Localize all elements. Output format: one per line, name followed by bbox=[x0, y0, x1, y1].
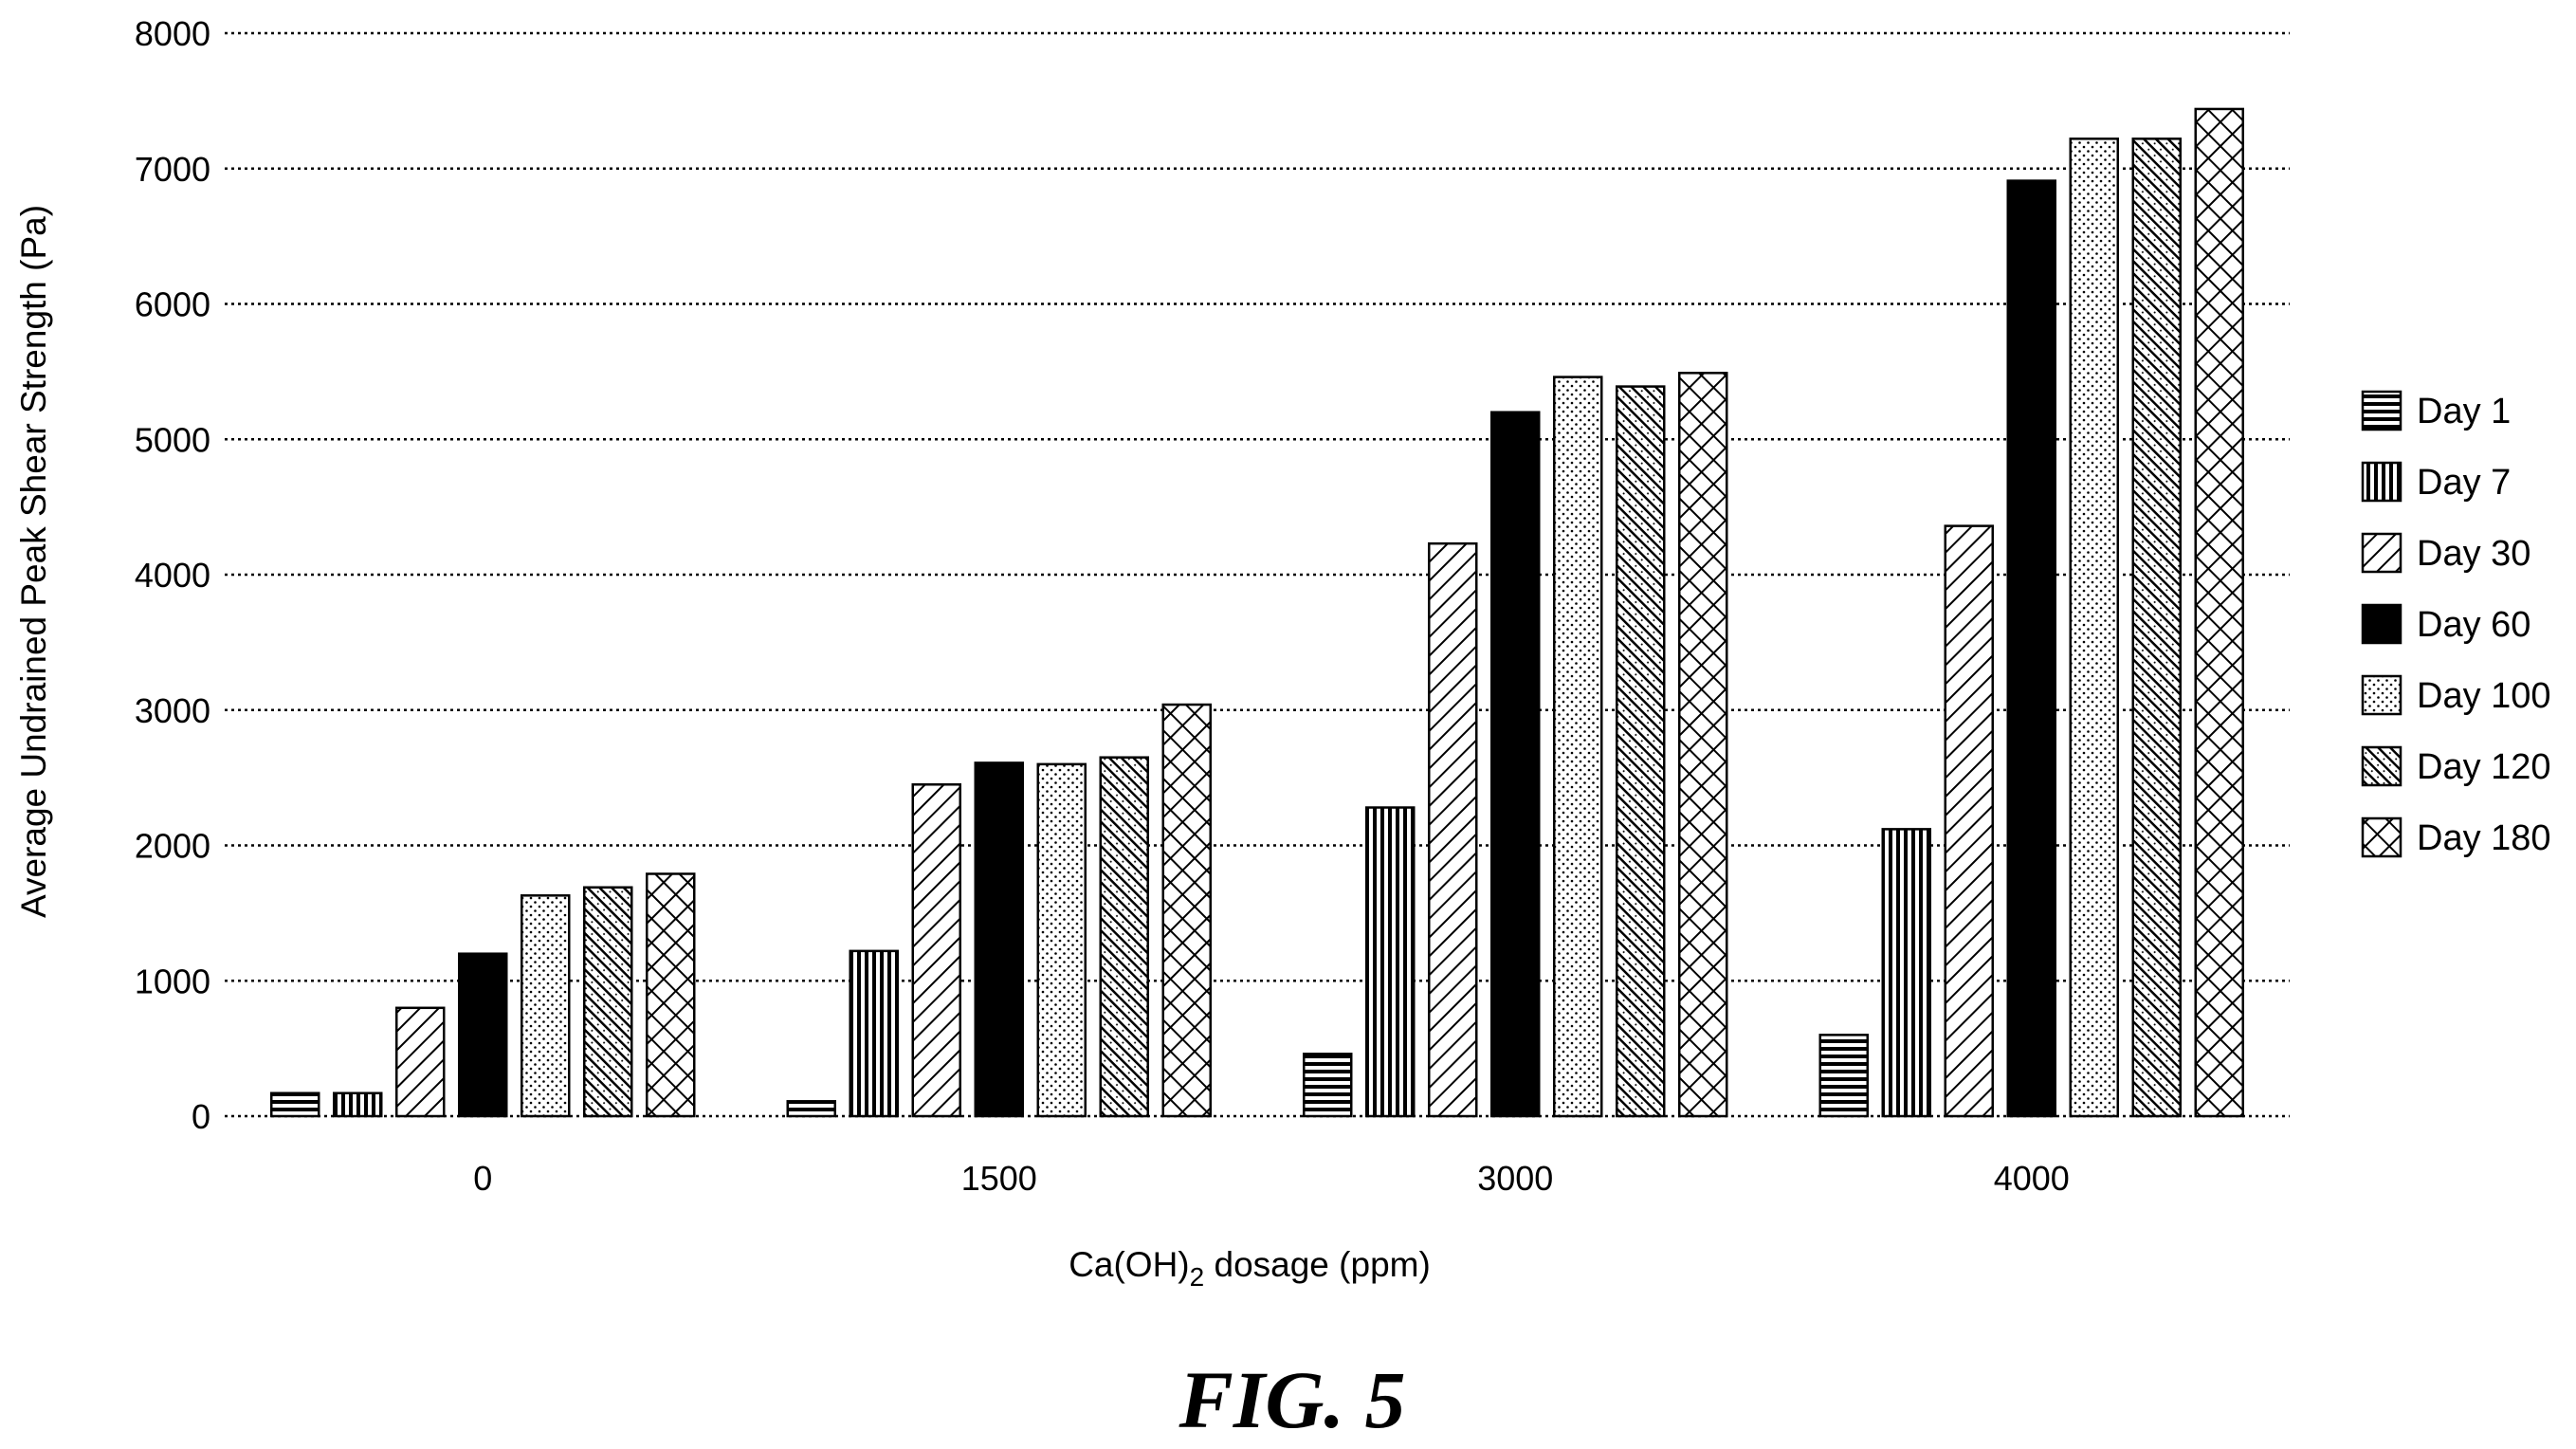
x-tick-label: 0 bbox=[473, 1159, 492, 1198]
legend-label: Day 60 bbox=[2417, 605, 2530, 645]
bar-day-60 bbox=[974, 761, 1024, 1118]
bar-day-30 bbox=[1944, 524, 1994, 1118]
bar-day-1 bbox=[1303, 1053, 1353, 1118]
bar-day-120 bbox=[2131, 138, 2182, 1118]
legend-label: Day 100 bbox=[2417, 676, 2551, 716]
x-tick-label: 4000 bbox=[1994, 1159, 2070, 1198]
bar-day-1 bbox=[786, 1100, 836, 1118]
y-tick-label: 8000 bbox=[135, 14, 210, 53]
x-axis-title: Ca(OH)2 dosage (ppm) bbox=[1069, 1245, 1431, 1292]
bar-day-180 bbox=[646, 872, 696, 1118]
bar-day-7 bbox=[1365, 806, 1416, 1118]
legend: Day 1 Day 7 Day 30 Day 60 Day 100 Day 120 Day … bbox=[2361, 390, 2551, 858]
legend-label: Day 30 bbox=[2417, 534, 2530, 574]
y-tick-label: 2000 bbox=[135, 827, 210, 866]
bars bbox=[270, 107, 2244, 1118]
bar-day-120 bbox=[583, 886, 633, 1118]
y-tick-label: 0 bbox=[192, 1097, 210, 1136]
bar-day-30 bbox=[395, 1006, 446, 1118]
legend-swatch bbox=[2361, 461, 2402, 503]
bar-day-180 bbox=[1161, 703, 1212, 1118]
bar-day-180 bbox=[2194, 107, 2244, 1118]
legend-label: Day 180 bbox=[2417, 818, 2551, 858]
legend-swatch bbox=[2361, 532, 2402, 574]
legend-label: Day 7 bbox=[2417, 463, 2511, 503]
y-tick-label: 5000 bbox=[135, 420, 210, 459]
bar-day-30 bbox=[1428, 541, 1478, 1118]
bar-day-7 bbox=[849, 949, 899, 1118]
x-axis-tick-labels: 0 1500 3000 4000 bbox=[473, 1159, 2070, 1198]
bar-day-60 bbox=[1490, 411, 1541, 1118]
y-axis-title: Average Undrained Peak Shear Strength (P… bbox=[14, 205, 53, 918]
bar-day-120 bbox=[1099, 756, 1149, 1118]
bar-day-100 bbox=[1036, 762, 1087, 1118]
x-tick-label: 1500 bbox=[961, 1159, 1037, 1198]
figure-caption: FIG. 5 bbox=[1178, 1354, 1406, 1445]
legend-label: Day 1 bbox=[2417, 392, 2511, 431]
y-tick-label: 4000 bbox=[135, 556, 210, 595]
legend-swatch bbox=[2361, 674, 2402, 716]
y-tick-label: 1000 bbox=[135, 962, 210, 1000]
legend-swatch bbox=[2361, 390, 2402, 431]
bar-day-100 bbox=[521, 894, 571, 1118]
bar-day-30 bbox=[911, 783, 961, 1118]
y-tick-label: 6000 bbox=[135, 285, 210, 324]
bar-day-7 bbox=[1881, 828, 1931, 1118]
x-tick-label: 3000 bbox=[1477, 1159, 1553, 1198]
legend-swatch bbox=[2361, 603, 2402, 645]
bar-day-60 bbox=[458, 952, 508, 1118]
legend-swatch bbox=[2361, 816, 2402, 858]
bar-day-100 bbox=[2069, 138, 2119, 1118]
bar-day-60 bbox=[2006, 179, 2056, 1118]
y-tick-label: 7000 bbox=[135, 150, 210, 189]
bar-day-100 bbox=[1553, 376, 1603, 1118]
bar-day-1 bbox=[1818, 1034, 1869, 1118]
bar-day-180 bbox=[1678, 372, 1728, 1118]
legend-swatch bbox=[2361, 745, 2402, 787]
y-axis-tick-labels: 0 1000 2000 3000 4000 5000 6000 7000 8000 bbox=[135, 14, 210, 1136]
y-tick-label: 3000 bbox=[135, 691, 210, 730]
bar-day-7 bbox=[333, 1091, 383, 1118]
legend-label: Day 120 bbox=[2417, 747, 2551, 787]
bar-day-1 bbox=[270, 1091, 320, 1118]
bar-day-120 bbox=[1616, 385, 1666, 1118]
